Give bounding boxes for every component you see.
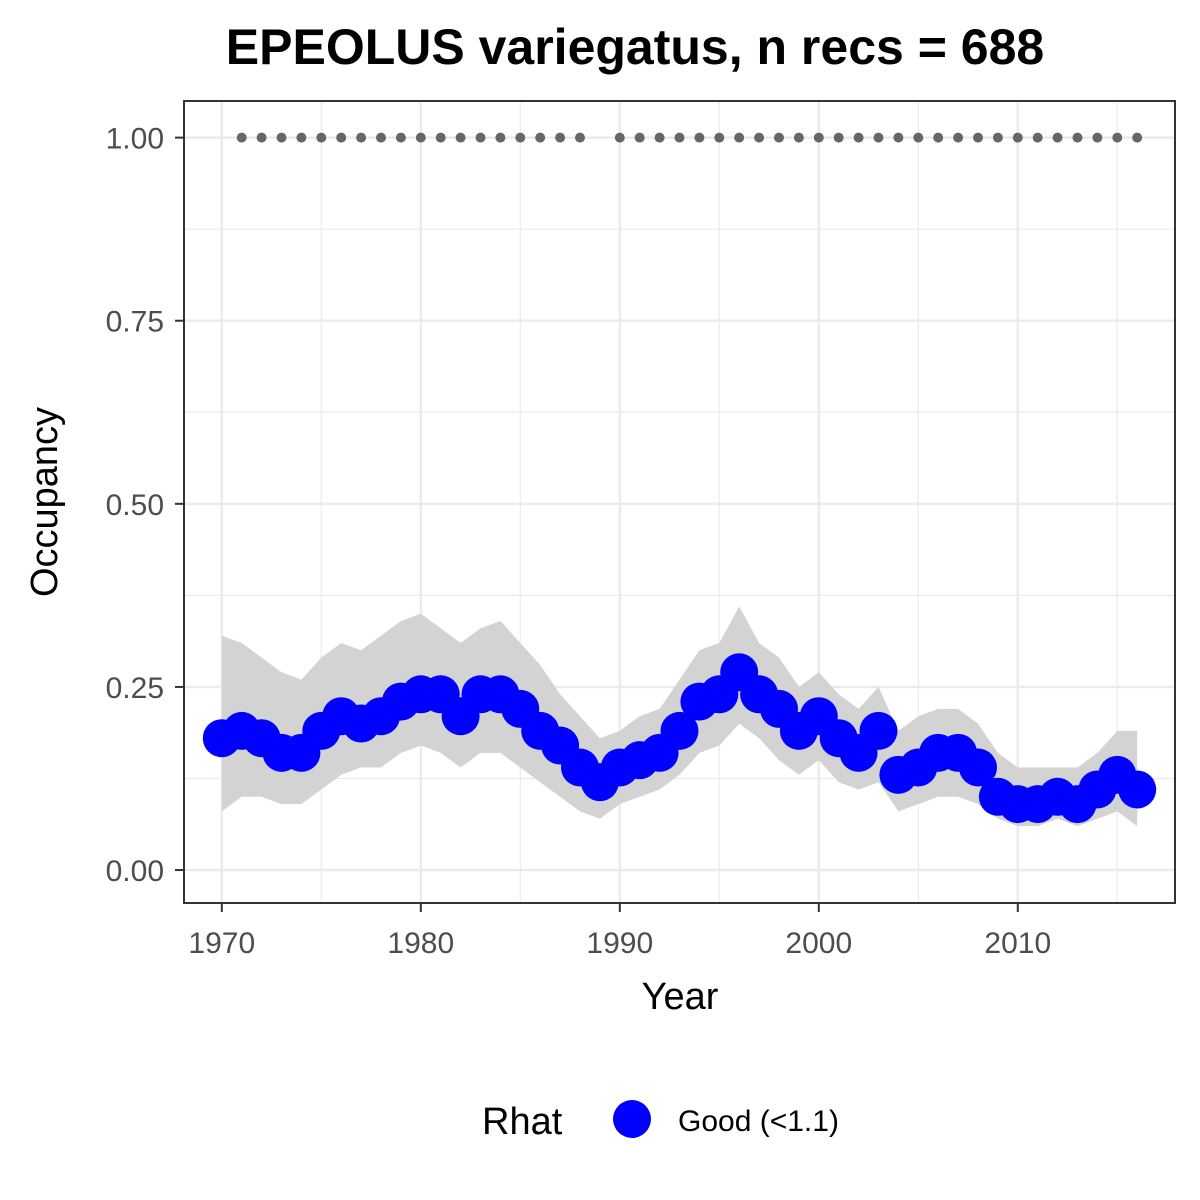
record-dot — [376, 132, 387, 143]
legend-label-good: Good (<1.1) — [678, 1105, 839, 1138]
y-tick-label: 0.50 — [106, 489, 164, 522]
record-dot — [714, 132, 725, 143]
record-dot — [535, 132, 546, 143]
x-axis-title: Year — [642, 976, 719, 1018]
y-axis: 0.00 0.25 0.50 0.75 1.00 — [106, 123, 184, 888]
record-dot — [1112, 132, 1123, 143]
occupancy-points — [202, 653, 1157, 824]
y-tick-label: 0.25 — [106, 672, 164, 705]
panel-border — [183, 100, 1176, 904]
x-tick-label: 1980 — [387, 927, 454, 960]
record-dot — [316, 132, 327, 143]
y-tick-label: 0.75 — [106, 306, 164, 339]
chart-title: EPEOLUS variegatus, n recs = 688 — [226, 19, 1044, 75]
y-tick-label: 1.00 — [106, 123, 164, 156]
record-dot — [773, 132, 784, 143]
record-dot — [1032, 132, 1043, 143]
record-dot — [236, 132, 247, 143]
plot-panel — [183, 100, 1176, 904]
record-dot — [674, 132, 685, 143]
y-tick-label: 0.00 — [106, 855, 164, 888]
record-dot — [893, 132, 904, 143]
record-dot — [475, 132, 486, 143]
record-dot — [694, 132, 705, 143]
record-dot — [515, 132, 526, 143]
record-dots — [236, 132, 1143, 143]
record-dot — [435, 132, 446, 143]
x-tick-label: 1990 — [586, 927, 653, 960]
record-dot — [833, 132, 844, 143]
record-dot — [734, 132, 745, 143]
record-dot — [933, 132, 944, 143]
record-dot — [873, 132, 884, 143]
record-dot — [992, 132, 1003, 143]
record-dot — [1092, 132, 1103, 143]
record-dot — [276, 132, 287, 143]
record-dot — [913, 132, 924, 143]
record-dot — [395, 132, 406, 143]
record-dot — [575, 132, 586, 143]
record-dot — [296, 132, 307, 143]
x-tick-label: 2010 — [984, 927, 1051, 960]
record-dot — [256, 132, 267, 143]
record-dot — [793, 132, 804, 143]
record-dot — [953, 132, 964, 143]
record-dot — [1012, 132, 1023, 143]
occupancy-point — [1118, 770, 1157, 809]
record-dot — [455, 132, 466, 143]
occupancy-point — [958, 748, 997, 787]
record-dot — [614, 132, 625, 143]
record-dot — [634, 132, 645, 143]
x-tick-label: 2000 — [785, 927, 852, 960]
record-dot — [853, 132, 864, 143]
occupancy-point — [859, 711, 898, 750]
record-dot — [654, 132, 665, 143]
record-dot — [415, 132, 426, 143]
record-dot — [495, 132, 506, 143]
record-dot — [1132, 132, 1143, 143]
legend-title: Rhat — [482, 1101, 563, 1143]
y-axis-title: Occupancy — [24, 407, 66, 597]
record-dot — [1072, 132, 1083, 143]
legend: Rhat Good (<1.1) — [482, 1100, 839, 1143]
record-dot — [555, 132, 566, 143]
record-dot — [336, 132, 347, 143]
x-tick-label: 1970 — [188, 927, 255, 960]
record-dot — [1052, 132, 1063, 143]
record-dot — [754, 132, 765, 143]
occupancy-point — [660, 711, 699, 750]
x-axis: 1970 1980 1990 2000 2010 — [188, 903, 1051, 960]
record-dot — [813, 132, 824, 143]
legend-key-good — [613, 1100, 651, 1138]
record-dot — [972, 132, 983, 143]
record-dot — [356, 132, 367, 143]
